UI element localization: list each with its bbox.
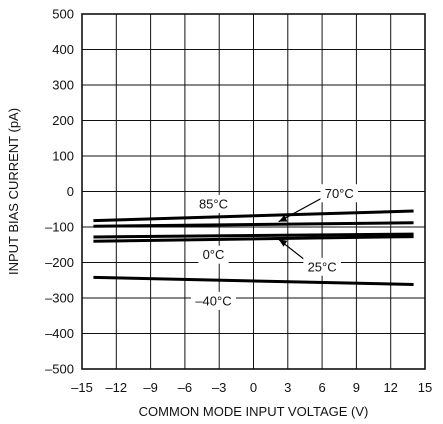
annotation-background (303, 257, 341, 276)
y-tick-label: –400 (45, 326, 74, 341)
x-tick-label: –3 (212, 380, 226, 395)
y-tick-label: –100 (45, 220, 74, 235)
grid-lines (82, 14, 425, 369)
x-tick-label: –12 (105, 380, 127, 395)
annotation-background (190, 291, 236, 310)
x-tick-label: 0 (250, 380, 257, 395)
annotation-arrowhead (278, 239, 288, 247)
series-line (93, 221, 414, 228)
plot-frame (81, 13, 426, 370)
series-line (93, 232, 414, 239)
y-tick-label: –200 (45, 255, 74, 270)
y-tick-labels: 500 400 300 200 100 0 –100 –200 –300 –400 –500 (45, 7, 74, 377)
y-tick-label: 200 (52, 113, 74, 128)
series-line (93, 209, 414, 223)
y-axis-title: INPUT BIAS CURRENT (pA) (6, 108, 21, 275)
x-tick-label: 6 (318, 380, 325, 395)
series-line (93, 235, 414, 243)
annotation-label: 70°C (325, 186, 354, 201)
annotation-label: 0°C (203, 247, 225, 262)
series-line (93, 275, 414, 287)
annotation-label: –40°C (195, 293, 231, 308)
y-tick-label: 100 (52, 149, 74, 164)
annotation-label: 25°C (308, 259, 337, 274)
annotation-leader (278, 196, 324, 223)
annotation-background (194, 194, 233, 213)
annotation-background (198, 245, 229, 264)
annotation-background (320, 184, 359, 203)
y-tick-label: 0 (67, 184, 74, 199)
x-tick-label: –6 (178, 380, 192, 395)
y-tick-label: –500 (45, 362, 74, 377)
data-series (93, 209, 414, 287)
y-tick-label: 500 (52, 7, 74, 22)
x-tick-label: –9 (143, 380, 157, 395)
curve-annotations: 85°C 70°C 0°C 25°C –40°C (190, 184, 359, 310)
x-tick-label: –15 (71, 380, 93, 395)
x-tick-label: 15 (418, 380, 432, 395)
x-tick-label: 9 (353, 380, 360, 395)
y-tick-label: –300 (45, 291, 74, 306)
y-tick-label: 300 (52, 78, 74, 93)
x-tick-labels: –15 –12 –9 –6 –3 0 3 6 9 12 15 (71, 380, 432, 395)
y-tick-label: 400 (52, 42, 74, 57)
x-tick-label: 3 (284, 380, 291, 395)
x-tick-label: 12 (383, 380, 397, 395)
annotation-arrowhead (278, 215, 288, 222)
annotation-label: 85°C (199, 196, 228, 211)
x-axis-title: COMMON MODE INPUT VOLTAGE (V) (139, 404, 369, 419)
